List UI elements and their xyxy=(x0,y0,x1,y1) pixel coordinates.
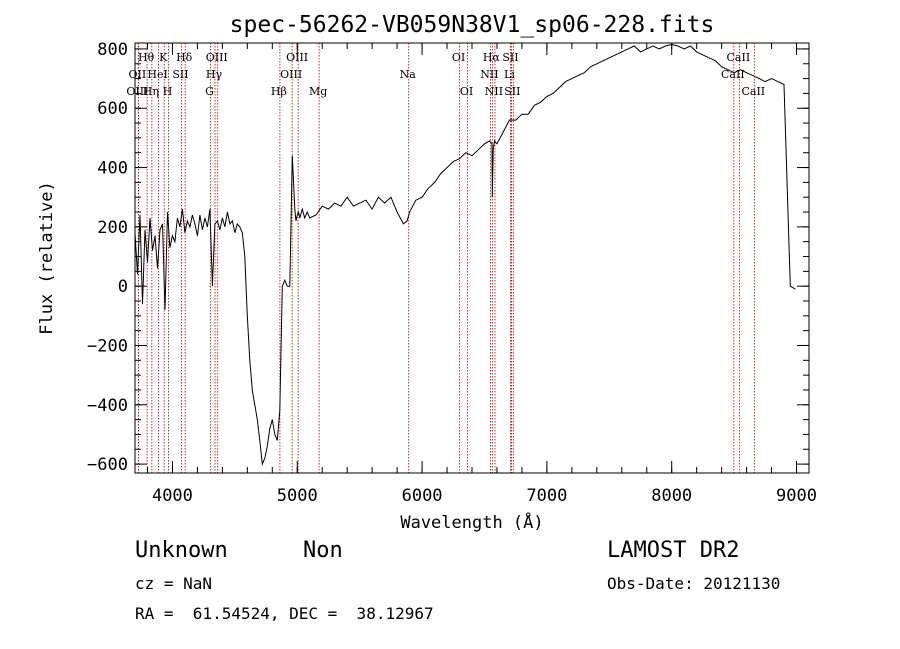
line-label-20: NII xyxy=(480,68,498,81)
line-label-22: SII xyxy=(502,51,518,64)
y-tick-label-1: −400 xyxy=(87,396,128,416)
line-label-21: NII xyxy=(485,85,503,98)
line-label-17: OI xyxy=(452,51,465,64)
line-label-24: SII xyxy=(504,85,520,98)
y-axis-label: Flux (relative) xyxy=(37,181,57,335)
y-tick-label-5: 400 xyxy=(97,159,128,179)
obs-date-label: Obs-Date: 20121130 xyxy=(607,574,781,593)
line-label-14: OIII xyxy=(280,68,302,81)
x-tick-label-1: 5000 xyxy=(277,486,318,506)
line-label-5: K xyxy=(159,51,168,64)
line-label-16: Na xyxy=(400,68,417,81)
x-tick-label-2: 6000 xyxy=(402,486,443,506)
line-label-13: OIII xyxy=(286,51,308,64)
line-label-2: OIII xyxy=(126,85,148,98)
line-label-7: Hδ xyxy=(176,51,193,64)
cz-label: cz = NaN xyxy=(135,574,213,593)
y-tick-label-4: 200 xyxy=(97,218,128,238)
spectral-line-labels: Hθ OII OIII HeI Hη K H Hδ SII OIII Hγ G Hβ OIII OIII Mg… xyxy=(126,51,765,98)
y-tick-label-0: −600 xyxy=(87,455,128,475)
subclass-label: Non xyxy=(303,538,343,563)
line-label-0: Hθ xyxy=(138,51,155,64)
x-tick-label-5: 9000 xyxy=(776,486,817,506)
x-tick-label-4: 8000 xyxy=(651,486,692,506)
y-tick-label-7: 800 xyxy=(97,40,128,60)
axis-ticks xyxy=(135,43,809,473)
plot-frame xyxy=(134,42,810,474)
line-label-8: SII xyxy=(172,68,188,81)
y-tick-label-6: 600 xyxy=(97,99,128,119)
line-label-9: OIII xyxy=(206,51,228,64)
line-label-12: Hβ xyxy=(271,85,287,98)
coords-label: RA = 61.54524, DEC = 38.12967 xyxy=(135,604,434,623)
line-label-15: Mg xyxy=(309,85,327,98)
y-tick-label-2: −200 xyxy=(87,336,128,356)
survey-label: LAMOST DR2 xyxy=(607,538,740,563)
line-label-19: Hα xyxy=(483,51,501,64)
line-label-6: H xyxy=(163,85,173,98)
axis-tick-labels: 4000 5000 6000 7000 8000 9000 −600 −400 −200 0 200… xyxy=(87,40,817,506)
x-tick-label-0: 4000 xyxy=(152,486,193,506)
y-tick-label-3: 0 xyxy=(118,277,128,297)
line-label-27: CaII xyxy=(741,85,765,98)
line-label-4: Hη xyxy=(143,85,159,98)
line-label-1: OII xyxy=(129,68,147,81)
x-tick-label-3: 7000 xyxy=(526,486,567,506)
line-label-11: G xyxy=(205,85,214,98)
line-label-18: OI xyxy=(460,85,473,98)
spectral-line-markers xyxy=(137,43,755,473)
line-label-23: Li xyxy=(504,68,515,81)
spectrum-line xyxy=(134,43,796,467)
line-label-3: HeI xyxy=(147,68,167,81)
line-label-10: Hγ xyxy=(206,68,223,81)
line-label-25: CaII xyxy=(727,51,751,64)
class-label: Unknown xyxy=(135,538,228,563)
x-axis-label: Wavelength (Å) xyxy=(400,511,543,533)
line-label-26: CaII xyxy=(721,68,745,81)
chart-title: spec-56262-VB059N38V1_sp06-228.fits xyxy=(230,12,715,38)
